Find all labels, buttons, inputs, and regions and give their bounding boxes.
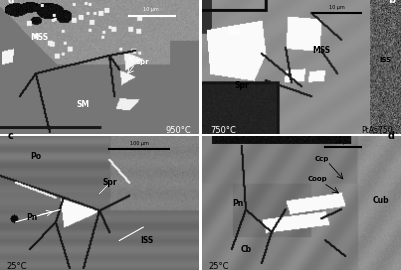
Text: 10 μm: 10 μm <box>330 5 345 10</box>
Text: Pn: Pn <box>232 198 243 208</box>
Text: PtAs750: PtAs750 <box>361 126 393 135</box>
Text: 25°C: 25°C <box>6 262 26 270</box>
Text: Coop: Coop <box>308 176 327 182</box>
Text: Po: Po <box>30 152 41 161</box>
Text: 100 μm: 100 μm <box>130 141 149 146</box>
Text: d: d <box>388 131 395 141</box>
Text: Ccp: Ccp <box>314 156 329 162</box>
Text: Spr: Spr <box>102 178 117 187</box>
Text: SM: SM <box>227 28 241 37</box>
Text: SM: SM <box>77 100 90 109</box>
Text: 10 μm: 10 μm <box>143 7 159 12</box>
Text: Cb: Cb <box>240 245 251 254</box>
Text: Cub: Cub <box>373 196 389 205</box>
Text: 950°C: 950°C <box>165 126 191 135</box>
Text: b: b <box>388 0 395 5</box>
Text: Spr: Spr <box>135 59 149 65</box>
Text: MSS: MSS <box>31 33 49 42</box>
Text: a: a <box>8 0 14 5</box>
Text: MSS: MSS <box>312 46 330 55</box>
Text: ISS: ISS <box>379 57 391 63</box>
Text: 20 μm: 20 μm <box>336 140 351 145</box>
Text: Pn: Pn <box>26 213 37 222</box>
Text: Spr: Spr <box>235 81 249 90</box>
Text: 25°C: 25°C <box>208 262 229 270</box>
Text: ISS: ISS <box>141 236 154 245</box>
Text: 750°C: 750°C <box>210 126 236 135</box>
Text: c: c <box>8 131 14 141</box>
